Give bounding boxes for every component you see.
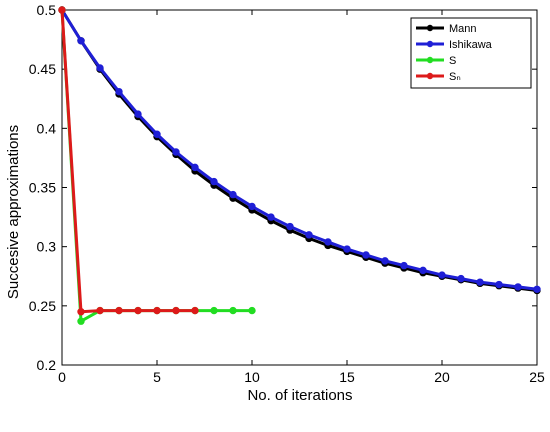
data-point — [210, 177, 218, 186]
legend-marker — [426, 72, 434, 80]
data-point — [96, 64, 104, 72]
x-tick-label: 0 — [58, 369, 66, 385]
data-point — [362, 251, 370, 259]
data-point — [514, 283, 522, 291]
data-point — [400, 261, 408, 270]
data-point — [172, 148, 180, 156]
y-tick-label: 0.5 — [37, 2, 57, 18]
data-point — [248, 202, 256, 211]
data-point — [191, 306, 199, 315]
legend-marker — [426, 40, 434, 48]
data-point — [419, 266, 427, 275]
data-point — [229, 306, 237, 315]
x-tick-label: 20 — [434, 369, 450, 385]
data-point — [134, 306, 142, 315]
series-3 — [58, 6, 199, 316]
legend-label: S — [449, 55, 456, 67]
data-point — [343, 245, 351, 253]
legend-label: Mann — [449, 23, 477, 35]
data-point — [533, 285, 541, 293]
data-point — [267, 213, 275, 221]
x-tick-label: 5 — [153, 369, 161, 385]
data-point — [153, 306, 161, 315]
legend-entry: Ishikawa — [416, 39, 493, 51]
y-tick-label: 0.4 — [37, 120, 57, 136]
data-point — [229, 190, 237, 199]
legend-entry: Sₙ — [416, 71, 461, 83]
data-point — [381, 257, 389, 265]
data-point — [438, 271, 446, 279]
data-point — [77, 37, 85, 45]
x-tick-label: 10 — [244, 369, 260, 385]
y-tick-label: 0.35 — [29, 180, 56, 196]
y-tick-label: 0.45 — [29, 61, 56, 77]
data-point — [495, 280, 503, 289]
x-tick-label: 25 — [529, 369, 545, 385]
series-layer — [58, 6, 541, 325]
data-point — [58, 6, 66, 14]
data-point — [172, 306, 180, 315]
data-point — [457, 274, 465, 283]
data-point — [115, 306, 123, 315]
x-axis-label: No. of iterations — [247, 387, 352, 404]
data-point — [286, 222, 294, 231]
legend-marker — [426, 24, 434, 32]
data-point — [153, 130, 161, 138]
axes: 0 5 10 15 20 25 0.2 0.25 0.3 0.35 0.4 0.45 0.5 — [29, 2, 545, 385]
x-tick-label: 15 — [339, 369, 355, 385]
data-point — [210, 306, 218, 315]
legend-label: Ishikawa — [449, 39, 493, 51]
data-point — [77, 308, 85, 316]
legend-label: Sₙ — [449, 71, 461, 83]
data-point — [77, 317, 85, 325]
legend: Mann Ishikawa S Sₙ — [410, 17, 532, 89]
data-point — [305, 231, 313, 239]
data-point — [191, 163, 199, 172]
legend-entry: Mann — [416, 23, 477, 35]
y-tick-label: 0.2 — [37, 357, 57, 373]
data-point — [248, 306, 256, 315]
data-point — [324, 238, 332, 246]
data-point — [115, 87, 123, 96]
data-point — [96, 306, 104, 315]
legend-entry: S — [416, 55, 456, 67]
y-axis-label: Succesive approximations — [5, 125, 22, 299]
data-point — [476, 278, 484, 286]
y-tick-label: 0.3 — [37, 239, 57, 255]
y-tick-label: 0.25 — [29, 298, 56, 314]
data-point — [134, 110, 142, 118]
legend-marker — [426, 56, 434, 64]
series-1 — [58, 6, 541, 293]
